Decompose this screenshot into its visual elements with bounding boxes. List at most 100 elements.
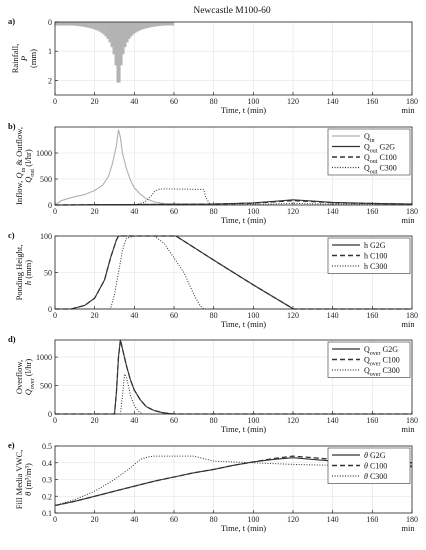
x-axis-label: Time, t (min)	[221, 319, 266, 329]
y-tick-label: 0.2	[42, 492, 52, 501]
rain-bar	[160, 22, 163, 26]
rain-bar	[76, 22, 79, 27]
x-tick-label: 120	[287, 515, 299, 524]
x-tick-label: 180	[406, 416, 418, 425]
rain-bar	[172, 22, 175, 26]
x-axis-unit: min	[401, 523, 415, 533]
rain-bar	[74, 22, 77, 26]
rain-bar	[144, 22, 147, 29]
rain-bar	[102, 22, 105, 35]
y-tick-label: 0.4	[42, 459, 52, 468]
rain-bar	[120, 22, 123, 66]
rain-bar	[90, 22, 93, 29]
panel-b: 0 20 40 60 80 100 120 140 160 180 0 500 1000 Time, t …	[8, 121, 418, 225]
rain-bar	[110, 22, 113, 48]
rain-bar	[112, 22, 115, 55]
legend-entry: Qover G2G	[364, 345, 398, 357]
x-tick-label: 140	[327, 515, 339, 524]
x-tick-label: 100	[247, 311, 259, 320]
x-tick-label: 100	[247, 97, 259, 106]
legend-entry: θ C100	[364, 462, 387, 471]
rain-bar	[162, 22, 165, 26]
x-axis-unit: min	[401, 105, 415, 115]
x-tick-label: 160	[366, 416, 378, 425]
rain-bar	[82, 22, 85, 27]
series-line	[54, 455, 413, 507]
panel-d: 0 20 40 60 80 100 120 140 160 180 0 500 1000 Time, t …	[8, 334, 418, 434]
x-tick-label: 0	[53, 416, 57, 425]
rain-bar	[166, 22, 169, 26]
panel-a: 0 20 40 60 80 100 120 140 160 180 0 1 2 Time, t (min)…	[8, 16, 418, 115]
x-tick-label: 0	[53, 311, 57, 320]
x-tick-label: 140	[327, 311, 339, 320]
rain-bar	[62, 22, 66, 26]
x-tick-label: 60	[170, 515, 178, 524]
x-axis-label: Time, t (min)	[221, 105, 266, 115]
y-tick-label: 50	[44, 269, 52, 278]
rain-bar	[136, 22, 139, 32]
figure-title: Newcastle M100-60	[193, 6, 271, 16]
rain-bar	[122, 22, 125, 55]
legend-entry: Qover C300	[364, 366, 400, 378]
x-tick-label: 180	[406, 515, 418, 524]
legend-entry: Qover C100	[364, 356, 400, 368]
x-axis-label: Time, t (min)	[221, 215, 266, 225]
rain-bar	[138, 22, 141, 31]
rain-bar	[118, 22, 121, 83]
legend-entry: Qout G2G	[364, 143, 395, 155]
x-axis-unit: min	[401, 319, 415, 329]
rain-bar	[70, 22, 73, 26]
rain-bar	[100, 22, 103, 33]
x-tick-label: 40	[130, 207, 138, 216]
y-axis-label: (mm)	[28, 49, 38, 68]
rain-bar	[126, 22, 129, 43]
x-tick-label: 80	[210, 311, 218, 320]
x-tick-label: 20	[91, 416, 99, 425]
panel-label: e)	[8, 440, 15, 450]
y-tick-label: 100	[40, 232, 52, 241]
legend-entry: h C100	[364, 252, 387, 261]
series-line	[54, 129, 184, 206]
y-tick-label: 500	[40, 175, 52, 184]
rain-bar	[64, 22, 68, 26]
x-tick-label: 40	[130, 311, 138, 320]
x-tick-label: 120	[287, 97, 299, 106]
rain-bar	[140, 22, 143, 30]
rain-bar	[60, 22, 64, 26]
y-tick-label: 2	[48, 76, 52, 85]
rain-bar	[94, 22, 97, 30]
x-tick-label: 160	[366, 207, 378, 216]
rain-bar	[56, 22, 60, 26]
panel-label: b)	[8, 121, 16, 131]
x-tick-label: 180	[406, 311, 418, 320]
legend-entry: Qout C300	[364, 164, 397, 176]
rain-bar	[84, 22, 87, 28]
rain-bar	[68, 22, 72, 26]
x-axis-unit: min	[401, 424, 415, 434]
panel-label: a)	[8, 16, 15, 26]
x-tick-label: 40	[130, 515, 138, 524]
x-tick-label: 160	[366, 311, 378, 320]
rain-bar	[108, 22, 111, 43]
rain-bar	[114, 22, 117, 66]
y-tick-label: 0.1	[42, 509, 52, 518]
x-tick-label: 0	[53, 207, 57, 216]
x-axis-label: Time, t (min)	[221, 424, 266, 434]
axes-frame	[54, 21, 413, 96]
panel-label: d)	[8, 334, 16, 344]
y-tick-label: 0	[48, 201, 52, 210]
rain-bar	[148, 22, 151, 28]
x-tick-label: 180	[406, 97, 418, 106]
x-tick-label: 60	[170, 97, 178, 106]
y-axis-label: Fill Media VWC,	[14, 450, 24, 510]
rain-bar	[152, 22, 155, 27]
y-tick-label: 0	[48, 305, 52, 314]
x-tick-label: 80	[210, 416, 218, 425]
legend-entry: θ G2G	[364, 451, 386, 460]
rain-bar	[80, 22, 83, 27]
y-tick-label: 1000	[36, 149, 52, 158]
x-tick-label: 20	[91, 97, 99, 106]
axes-frame	[54, 126, 413, 206]
x-tick-label: 180	[406, 207, 418, 216]
